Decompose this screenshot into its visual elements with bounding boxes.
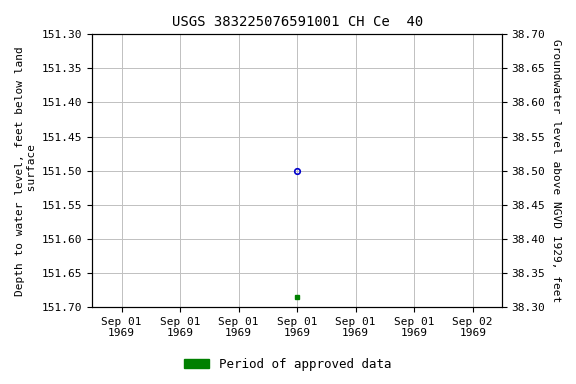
Title: USGS 383225076591001 CH Ce  40: USGS 383225076591001 CH Ce 40: [172, 15, 423, 29]
Y-axis label: Groundwater level above NGVD 1929, feet: Groundwater level above NGVD 1929, feet: [551, 39, 561, 302]
Legend: Period of approved data: Period of approved data: [179, 353, 397, 376]
Y-axis label: Depth to water level, feet below land
 surface: Depth to water level, feet below land su…: [15, 46, 37, 296]
